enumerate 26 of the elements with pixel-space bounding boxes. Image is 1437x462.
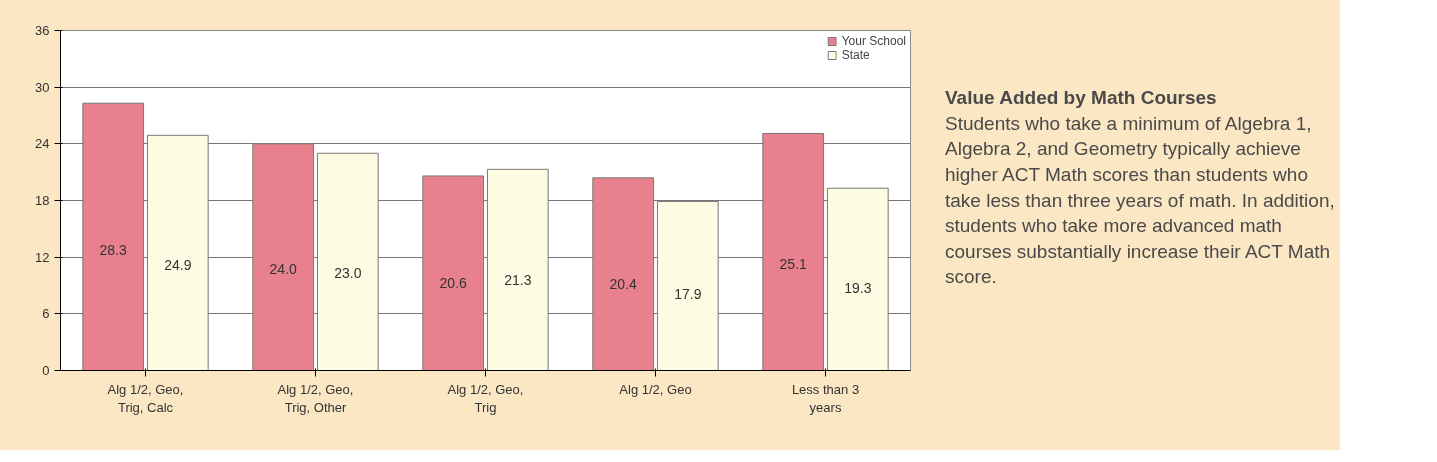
legend-label: Your School [841,34,906,48]
data-label: 28.3 [99,242,128,259]
data-label: 24.9 [164,256,192,273]
y-tick-label: 24 [35,136,50,152]
data-label: 23.0 [334,264,362,281]
x-tick-label: Alg 1/2, Geo, Trig, Calc [107,381,184,415]
data-label: 19.3 [844,280,872,297]
x-tick-label: Alg 1/2, Geo, Trig [447,381,524,415]
legend-label: State [841,48,870,62]
data-label: 17.9 [674,286,702,303]
data-label: 21.3 [504,271,532,288]
x-tick-label: Alg 1/2, Geo, Trig, Other [277,381,354,415]
text: Value Added by Math Courses [945,86,1218,110]
data-label: 24.0 [269,260,298,277]
data-label: 25.1 [779,255,808,272]
data-label: 20.6 [439,274,468,291]
y-tick-label: 0 [42,363,50,378]
y-tick-label: 18 [35,193,50,208]
y-tick-label: 12 [35,249,50,265]
data-label: 20.4 [609,275,638,292]
text: Students who take a minimum of Algebra 1, Algebra 2, and Geometry typically achieve higher ACT Math scores than students who take less than three years of math. In addition, students who take more advanced math courses substantially increase their ACT Math score. [945,111,1335,290]
y-tick-label: 30 [35,79,50,95]
x-tick-label: Less than 3 years [791,381,860,415]
y-tick-label: 6 [42,306,50,322]
y-tick-label: 36 [35,23,50,38]
x-tick-label: Alg 1/2, Geo [619,381,692,397]
